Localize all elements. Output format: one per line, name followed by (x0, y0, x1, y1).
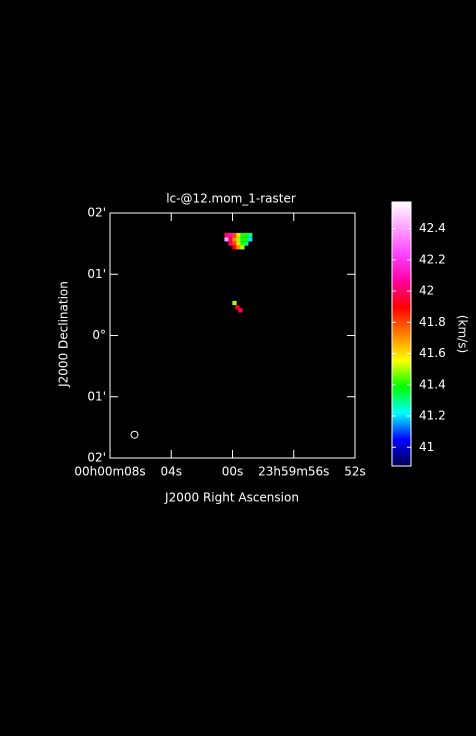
raster-pixel (236, 237, 241, 242)
raster-pixel (248, 237, 253, 242)
raster-pixel (240, 237, 245, 242)
raster-pixel (236, 241, 241, 246)
raster-pixel (232, 300, 237, 306)
y-tick-label: 02' (87, 451, 106, 465)
colorbar-label: (km/s) (456, 315, 470, 353)
colorbar-tick-label: 41.4 (419, 377, 446, 391)
y-tick-label: 01' (87, 267, 106, 281)
raster-pixel (240, 232, 245, 238)
raster-pixel (240, 245, 245, 250)
colorbar-tick-label: 42.4 (419, 221, 446, 235)
raster-pixel (232, 241, 237, 246)
raster-pixel (232, 232, 237, 238)
y-tick-label: 01' (87, 389, 106, 403)
colorbar-tick-label: 42.2 (419, 252, 446, 266)
raster-pixel (236, 232, 241, 238)
y-axis-label: J2000 Declination (57, 281, 71, 388)
raster-pixel (224, 232, 229, 238)
raster-pixel (248, 232, 253, 238)
raster-pixel (236, 245, 241, 250)
x-tick-label: 00s (222, 465, 244, 479)
x-tick-label: 00h00m08s (74, 465, 145, 479)
beam (130, 430, 139, 439)
colorbar-tick-label: 42 (419, 284, 434, 298)
raster-pixel (244, 232, 249, 238)
raster-pixel (228, 232, 233, 238)
y-tick-label: 02' (87, 206, 106, 220)
raster-pixel (232, 245, 237, 250)
raster-pixel (228, 237, 233, 242)
x-tick-label: 23h59m56s (258, 465, 329, 479)
raster-pixel (228, 241, 233, 246)
raster-pixel (224, 237, 229, 242)
raster-pixel (244, 237, 249, 242)
x-axis-label: J2000 Right Ascension (164, 491, 299, 505)
raster-pixel (240, 241, 245, 246)
colorbar-tick-label: 41.2 (419, 409, 446, 423)
colorbar (391, 201, 412, 467)
chart-title: lc-@12.mom_1-raster (166, 192, 296, 206)
raster-pixel (235, 305, 240, 310)
colorbar-tick-label: 41.6 (419, 346, 446, 360)
x-tick-label: 52s (344, 465, 366, 479)
raster-pixel (238, 308, 243, 313)
y-tick-label: 0° (92, 328, 106, 342)
x-tick-label: 04s (160, 465, 182, 479)
colorbar-tick-label: 41.8 (419, 315, 446, 329)
colorbar-tick-label: 41 (419, 440, 434, 454)
raster-pixel (232, 237, 237, 242)
raster-pixel (244, 241, 249, 246)
